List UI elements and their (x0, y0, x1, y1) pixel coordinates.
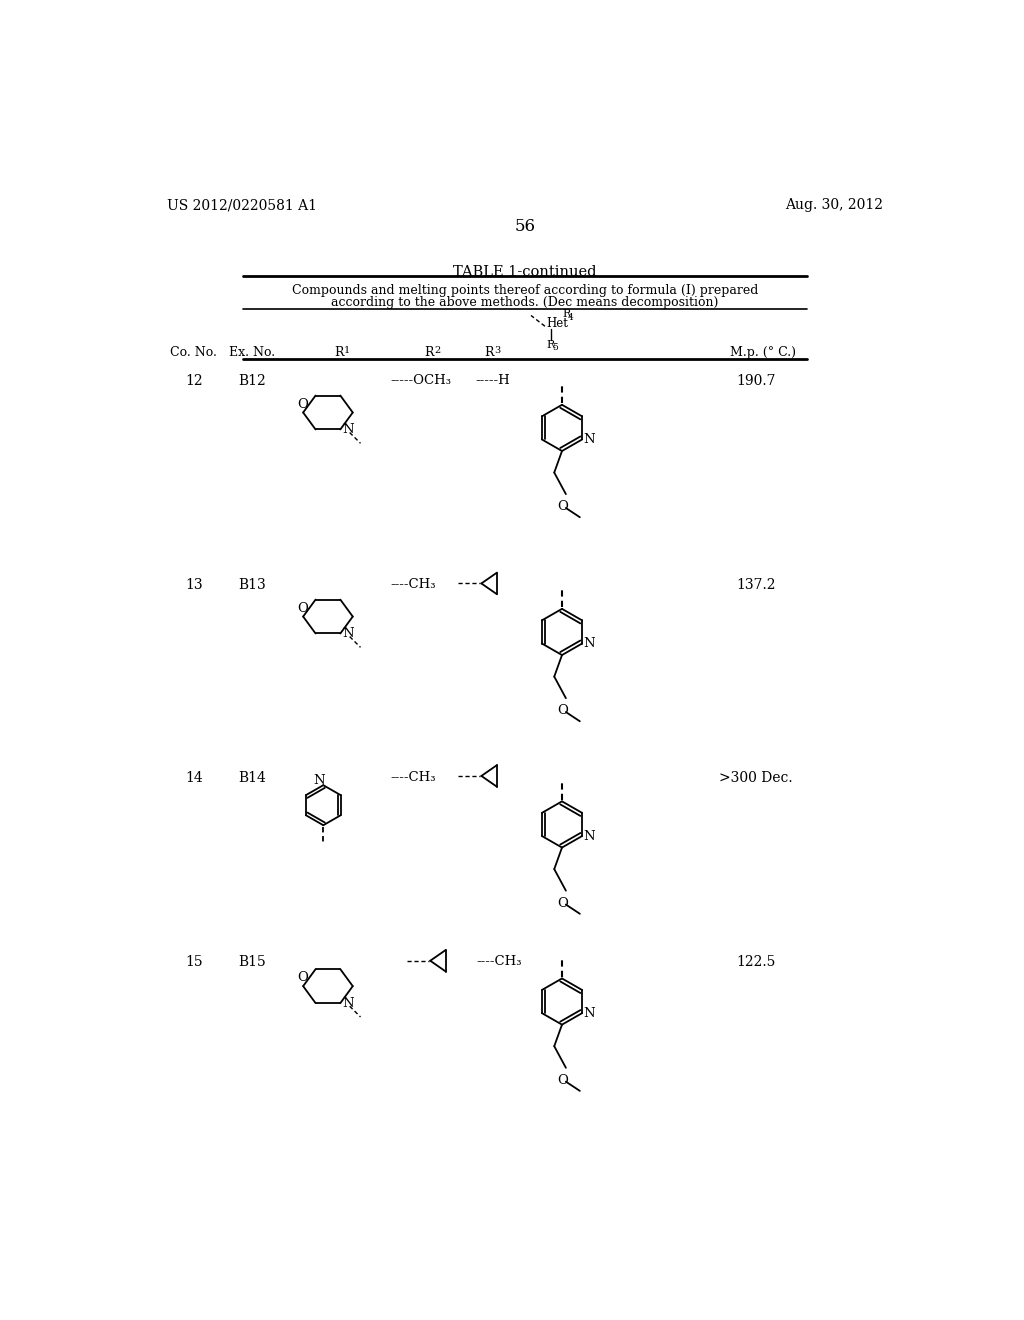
Text: 1: 1 (344, 346, 350, 355)
Text: -----H: -----H (475, 374, 510, 387)
Text: O: O (557, 500, 568, 513)
Text: Het: Het (547, 317, 568, 330)
Text: R: R (424, 346, 433, 359)
Text: B13: B13 (239, 578, 266, 593)
Text: Co. No.: Co. No. (170, 346, 217, 359)
Text: N: N (584, 1007, 595, 1019)
Text: R: R (562, 309, 570, 319)
Text: 2: 2 (434, 346, 440, 355)
Text: 4: 4 (567, 313, 573, 322)
Text: 137.2: 137.2 (736, 578, 775, 593)
Text: B12: B12 (239, 374, 266, 388)
Text: 14: 14 (185, 771, 203, 784)
Text: 3: 3 (495, 346, 501, 355)
Text: O: O (557, 1074, 568, 1086)
Text: according to the above methods. (Dec means decomposition): according to the above methods. (Dec mea… (331, 296, 719, 309)
Text: R: R (547, 339, 555, 350)
Text: O: O (557, 896, 568, 909)
Text: R: R (334, 346, 343, 359)
Text: N: N (343, 422, 354, 436)
Text: 13: 13 (185, 578, 203, 593)
Text: ----CH₃: ----CH₃ (477, 956, 522, 969)
Text: N: N (584, 829, 595, 842)
Text: N: N (584, 638, 595, 649)
Text: Compounds and melting points thereof according to formula (I) prepared: Compounds and melting points thereof acc… (292, 284, 758, 297)
Text: Ex. No.: Ex. No. (229, 346, 275, 359)
Text: Aug. 30, 2012: Aug. 30, 2012 (784, 198, 883, 213)
Text: 190.7: 190.7 (736, 374, 775, 388)
Text: ----CH₃: ----CH₃ (390, 771, 435, 784)
Text: 56: 56 (514, 218, 536, 235)
Text: >300 Dec.: >300 Dec. (719, 771, 793, 784)
Text: B14: B14 (238, 771, 266, 784)
Text: 5: 5 (552, 343, 558, 352)
Text: 122.5: 122.5 (736, 956, 775, 969)
Text: TABLE 1-continued: TABLE 1-continued (453, 264, 597, 279)
Text: ----CH₃: ----CH₃ (390, 578, 435, 591)
Text: R: R (484, 346, 494, 359)
Text: O: O (298, 602, 308, 615)
Text: 15: 15 (185, 956, 203, 969)
Text: O: O (298, 397, 308, 411)
Text: 12: 12 (185, 374, 203, 388)
Text: N: N (584, 433, 595, 446)
Text: N: N (343, 627, 354, 640)
Text: US 2012/0220581 A1: US 2012/0220581 A1 (167, 198, 316, 213)
Text: O: O (557, 705, 568, 717)
Text: N: N (343, 997, 354, 1010)
Text: M.p. (° C.): M.p. (° C.) (730, 346, 797, 359)
Text: O: O (298, 972, 308, 985)
Text: B15: B15 (239, 956, 266, 969)
Text: N: N (313, 774, 325, 787)
Text: -----OCH₃: -----OCH₃ (390, 374, 451, 387)
